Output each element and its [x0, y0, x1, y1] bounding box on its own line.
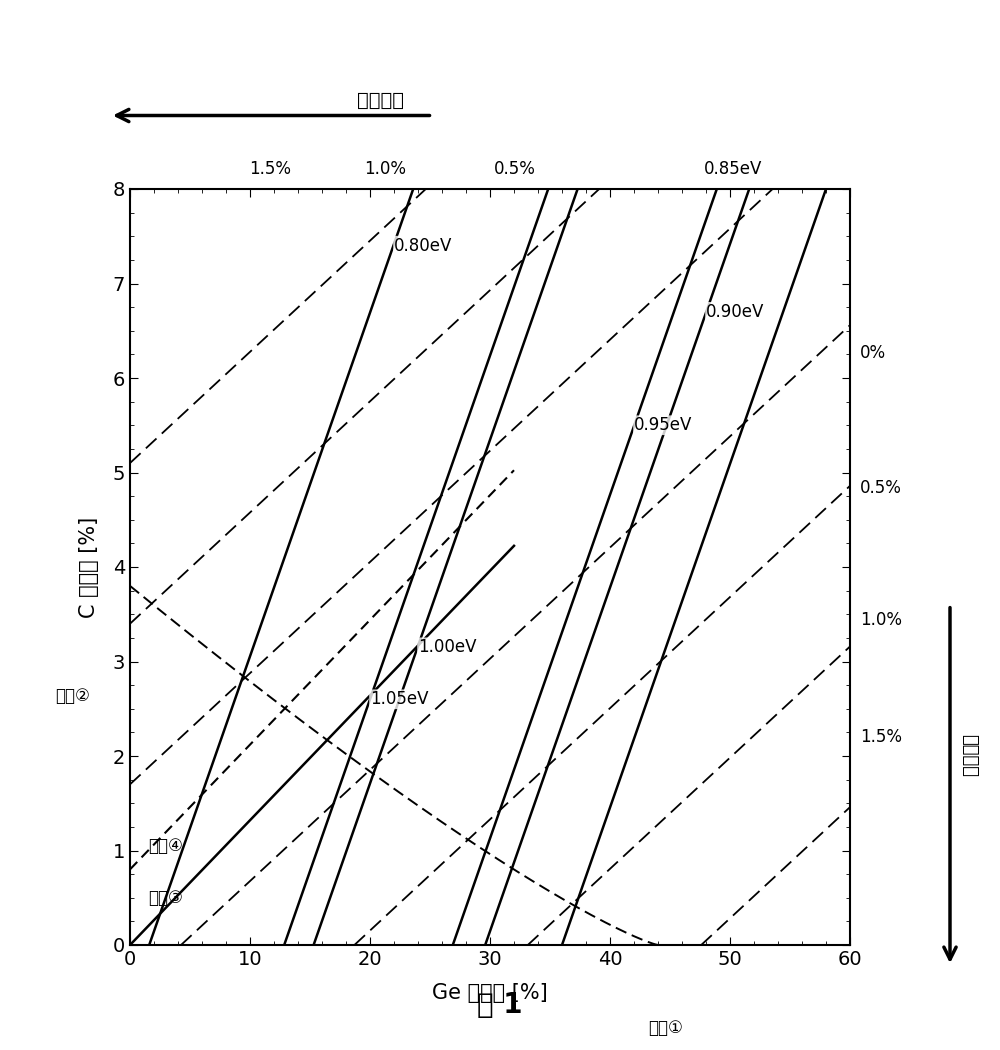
- Text: 0%: 0%: [860, 344, 886, 362]
- X-axis label: Ge 含有率 [%]: Ge 含有率 [%]: [432, 983, 548, 1003]
- Text: 压缩变形: 压缩变形: [960, 735, 978, 777]
- Text: 0.5%: 0.5%: [860, 480, 902, 498]
- Text: 直线①: 直线①: [648, 1018, 683, 1036]
- Text: 1.0%: 1.0%: [860, 611, 902, 629]
- Text: 直线③: 直线③: [148, 888, 183, 907]
- Text: 0.85eV: 0.85eV: [704, 161, 763, 179]
- Text: 0.5%: 0.5%: [494, 161, 536, 179]
- Text: 0.90eV: 0.90eV: [706, 302, 764, 321]
- Text: 1.0%: 1.0%: [365, 161, 407, 179]
- Text: 1.5%: 1.5%: [249, 161, 291, 179]
- Text: 张力变形: 张力变形: [357, 91, 404, 110]
- Text: 1.5%: 1.5%: [860, 728, 902, 747]
- Y-axis label: C 含有率 [%]: C 含有率 [%]: [79, 517, 99, 617]
- Text: 1.05eV: 1.05eV: [370, 690, 428, 709]
- Text: 图 1: 图 1: [477, 990, 523, 1018]
- Text: 0.80eV: 0.80eV: [394, 236, 452, 255]
- Text: 1.00eV: 1.00eV: [418, 638, 477, 656]
- Text: 0.95eV: 0.95eV: [634, 416, 692, 435]
- Text: 直线④: 直线④: [148, 837, 183, 855]
- Text: 直线②: 直线②: [55, 687, 90, 705]
